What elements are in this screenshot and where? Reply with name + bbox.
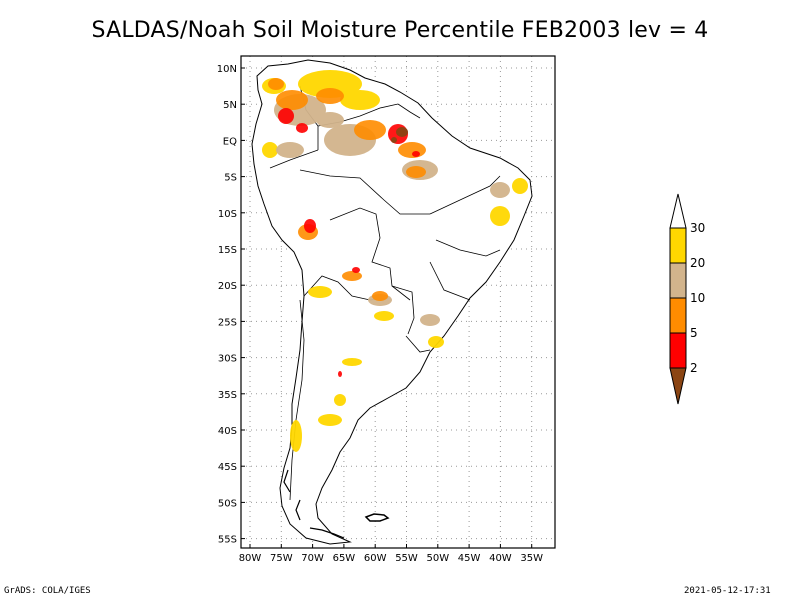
lat-tick-label: 45S	[218, 462, 237, 473]
lon-tick-label: 50W	[426, 553, 449, 564]
axis-ticks: 10N 5N EQ 5S 10S 15S 20S 25S 30S 35S 40S 45S 50S 55S8…	[217, 64, 543, 564]
lat-tick-label: 10N	[217, 64, 237, 75]
lat-tick-label: 25S	[218, 317, 237, 328]
lon-tick-label: 80W	[239, 553, 262, 564]
lat-tick-label: 30S	[218, 354, 237, 365]
colorbar-bottom-arrow	[669, 367, 687, 405]
lon-tick-label: 35W	[520, 553, 543, 564]
lat-tick-label: 40S	[218, 426, 237, 437]
lat-tick-label: 20S	[218, 281, 237, 292]
colorbar-segment	[669, 262, 687, 299]
colorbar-label: 10	[690, 291, 705, 305]
tierra-del-fuego-outline	[283, 469, 345, 539]
colorbar-label: 5	[690, 326, 698, 340]
colorbar-segment	[669, 227, 687, 264]
colorbar: 30 20 10 5 2	[669, 193, 705, 405]
lat-tick-label: 50S	[218, 498, 237, 509]
lat-tick-label: 15S	[218, 245, 237, 256]
lat-tick-label: EQ	[223, 136, 237, 147]
lat-tick-label: 55S	[218, 535, 237, 546]
footer-credit: GrADS: COLA/IGES	[4, 586, 91, 596]
lon-tick-label: 45W	[458, 553, 481, 564]
map-frame	[240, 55, 556, 549]
lon-tick-label: 55W	[395, 553, 418, 564]
lon-tick-label: 60W	[364, 553, 387, 564]
lat-tick-label: 5N	[223, 100, 237, 111]
lon-tick-label: 40W	[489, 553, 512, 564]
chart-title: SALDAS/Noah Soil Moisture Percentile FEB…	[91, 18, 709, 43]
colorbar-segment	[669, 297, 687, 334]
lat-tick-label: 5S	[224, 173, 237, 184]
percentile-patches	[262, 70, 528, 452]
lon-tick-label: 65W	[333, 553, 356, 564]
lon-tick-label: 75W	[270, 553, 293, 564]
lat-tick-label: 35S	[218, 390, 237, 401]
continent-layer	[251, 59, 533, 545]
colorbar-segment	[669, 332, 687, 369]
footer-timestamp: 2021-05-12-17:31	[684, 586, 771, 596]
colorbar-top-arrow	[669, 193, 687, 229]
colorbar-label: 20	[690, 256, 705, 270]
colorbar-label: 2	[690, 361, 698, 375]
colorbar-label: 30	[690, 221, 705, 235]
lat-tick-label: 10S	[218, 209, 237, 220]
falklands-outline	[364, 513, 390, 522]
lon-tick-label: 70W	[301, 553, 324, 564]
